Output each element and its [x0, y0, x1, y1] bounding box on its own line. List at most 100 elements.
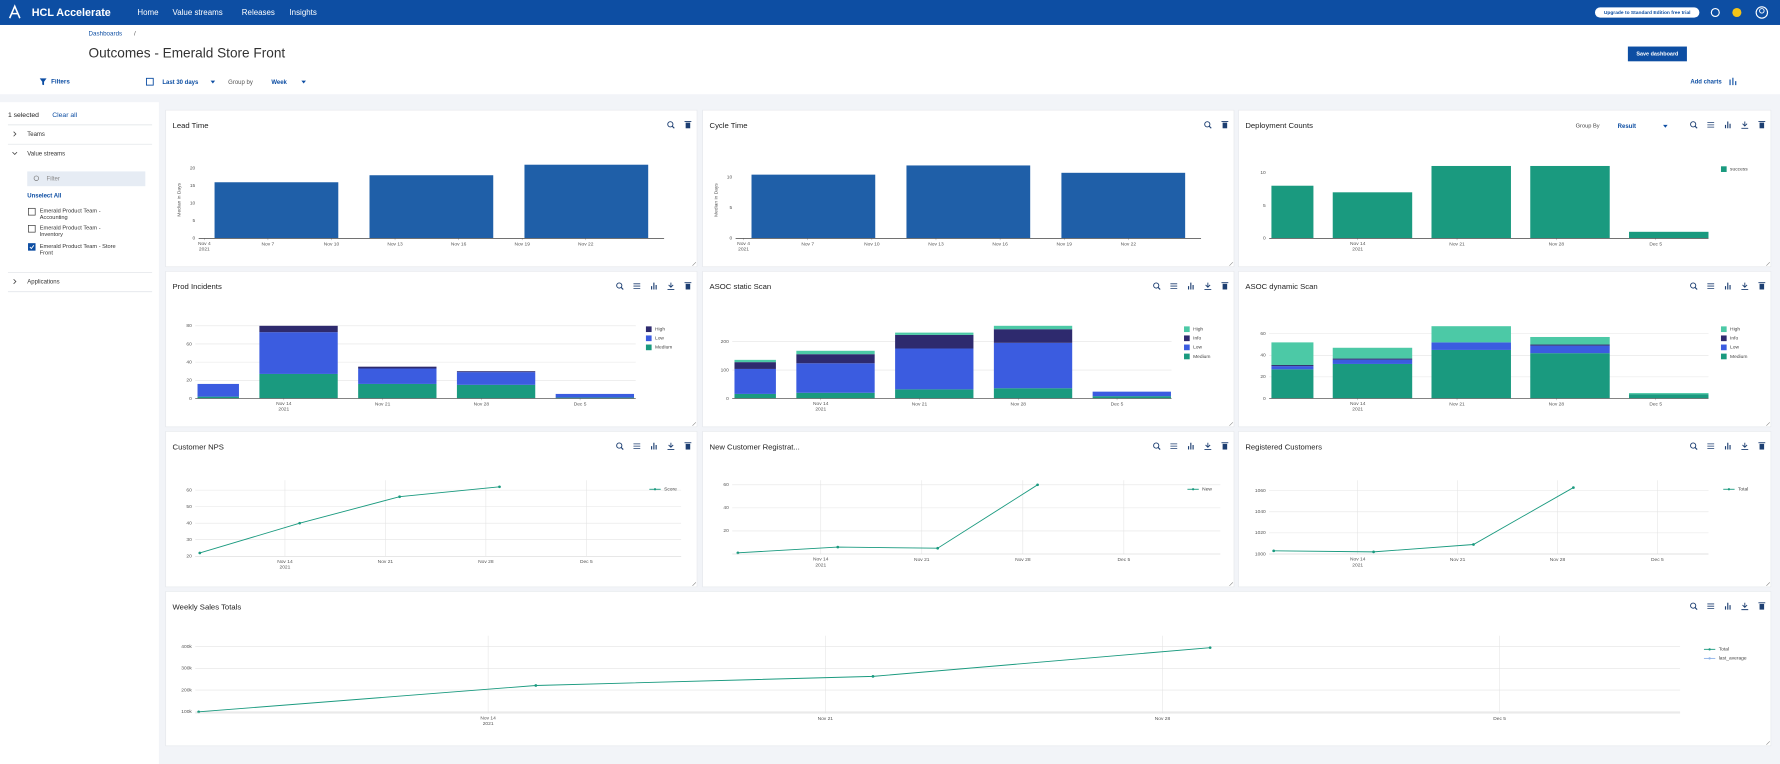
group-value-streams[interactable]: Value streams [27, 151, 65, 157]
add-charts[interactable]: Add charts [1690, 79, 1722, 85]
nav-item[interactable]: Releases [242, 8, 275, 17]
upgrade-label[interactable]: Upgrade to Standard Edition free trial [1604, 10, 1691, 16]
legend-label[interactable]: last_average [1719, 656, 1747, 662]
checkbox[interactable] [28, 225, 36, 233]
download-icon[interactable] [667, 282, 675, 290]
bars-icon[interactable] [651, 282, 657, 290]
nav-item[interactable]: Insights [289, 8, 316, 17]
bars-icon[interactable] [651, 442, 657, 450]
checkbox-label[interactable]: Emerald Product Team -Inventory [40, 225, 101, 238]
bars-icon[interactable] [1724, 442, 1731, 450]
bars-icon[interactable] [1724, 282, 1731, 290]
group-teams[interactable]: Teams [27, 132, 45, 138]
download-icon[interactable] [667, 442, 675, 450]
download-icon[interactable] [1741, 442, 1749, 450]
legend-label[interactable]: success [1730, 167, 1748, 172]
legend-label[interactable]: Low [1730, 345, 1739, 351]
caret[interactable] [1663, 124, 1668, 128]
zoom-icon[interactable] [1690, 442, 1698, 450]
resize-handle[interactable] [692, 582, 697, 586]
text-line[interactable]: Emerald Product Team - [40, 208, 101, 214]
legend-label[interactable]: New [1202, 487, 1212, 493]
calendar-icon[interactable] [145, 77, 154, 86]
legend-label[interactable]: Medium [1193, 354, 1210, 360]
zoom-icon[interactable] [616, 442, 624, 450]
filter-icon[interactable] [39, 78, 47, 86]
resize-handle[interactable] [1766, 262, 1770, 266]
text-line[interactable]: Inventory [40, 232, 63, 238]
download-icon[interactable] [1204, 282, 1212, 290]
chevron[interactable] [13, 131, 17, 137]
group-by-select[interactable]: Result [1618, 124, 1636, 130]
checkbox-label[interactable]: Emerald Product Team -Accounting [40, 208, 101, 221]
trash-icon[interactable] [1758, 602, 1766, 610]
legend-label[interactable]: Info [1730, 336, 1738, 342]
legend-label[interactable]: Total [1738, 487, 1748, 493]
brand[interactable]: HCL Accelerate [32, 7, 111, 19]
trash-icon[interactable] [1221, 121, 1229, 129]
legend-label[interactable]: High [655, 327, 665, 333]
checkbox[interactable] [28, 243, 36, 251]
zoom-icon[interactable] [616, 282, 624, 290]
resize-handle[interactable] [1766, 741, 1770, 745]
zoom-icon[interactable] [1153, 442, 1161, 450]
download-icon[interactable] [1741, 121, 1749, 129]
resize-handle[interactable] [692, 262, 697, 266]
breadcrumb-link[interactable]: Dashboards [89, 31, 123, 38]
zoom-icon[interactable] [1204, 121, 1212, 129]
download-icon[interactable] [1741, 282, 1749, 290]
zoom-icon[interactable] [1690, 121, 1698, 129]
bars-icon[interactable] [1187, 442, 1194, 450]
legend-label[interactable]: Low [1193, 345, 1202, 351]
text-line[interactable]: Emerald Product Team - [40, 225, 101, 231]
settings-icon[interactable] [1170, 283, 1178, 289]
resize-handle[interactable] [1229, 422, 1234, 426]
nav-item[interactable]: Home [137, 8, 159, 17]
filter-placeholder[interactable]: Filter [47, 177, 60, 183]
avatar[interactable] [1755, 6, 1769, 19]
caret[interactable] [210, 80, 216, 84]
chevron[interactable] [12, 151, 18, 155]
clear-all[interactable]: Clear all [52, 112, 77, 119]
legend-label[interactable]: Score [664, 487, 677, 493]
resize-handle[interactable] [692, 422, 697, 426]
legend-label[interactable]: Total [1719, 647, 1729, 653]
trash-icon[interactable] [1221, 282, 1229, 290]
bars-icon[interactable] [1724, 602, 1731, 610]
resize-handle[interactable] [1766, 422, 1770, 426]
zoom-icon[interactable] [1690, 602, 1698, 611]
legend-label[interactable]: High [1730, 327, 1740, 333]
group-by-select[interactable]: Week [271, 80, 287, 86]
text-line[interactable]: Front [40, 250, 54, 256]
legend-label[interactable]: Medium [1730, 354, 1747, 360]
legend-label[interactable]: Medium [655, 345, 672, 351]
checkbox-label[interactable]: Emerald Product Team - Store Front [40, 243, 116, 256]
text-line[interactable]: Emerald Product Team - Store [40, 243, 116, 249]
notification-icon[interactable] [1732, 7, 1742, 18]
legend-label[interactable]: Low [655, 336, 664, 342]
range-select[interactable]: Last 30 days [162, 80, 199, 86]
legend-label[interactable]: Info [1193, 336, 1201, 342]
help-icon[interactable] [1710, 7, 1720, 18]
download-icon[interactable] [1204, 442, 1212, 450]
resize-handle[interactable] [1766, 582, 1770, 586]
resize-handle[interactable] [1229, 582, 1234, 586]
zoom-icon[interactable] [667, 121, 675, 129]
settings-icon[interactable] [633, 283, 641, 289]
settings-icon[interactable] [1707, 283, 1715, 289]
legend-label[interactable]: High [1193, 327, 1203, 333]
settings-icon[interactable] [1707, 122, 1715, 128]
group-applications[interactable]: Applications [27, 280, 59, 286]
upgrade-button[interactable] [1594, 7, 1700, 18]
zoom-icon[interactable] [1153, 282, 1161, 290]
trash-icon[interactable] [1758, 282, 1766, 290]
trash-icon[interactable] [1758, 121, 1766, 129]
checkbox[interactable] [28, 207, 36, 216]
resize-handle[interactable] [1229, 262, 1234, 266]
bars-icon[interactable] [1187, 282, 1194, 290]
settings-icon[interactable] [1707, 443, 1715, 449]
settings-icon[interactable] [1170, 443, 1178, 449]
save-button[interactable] [1627, 46, 1687, 62]
text-line[interactable]: Accounting [40, 215, 68, 221]
trash-icon[interactable] [684, 442, 692, 450]
